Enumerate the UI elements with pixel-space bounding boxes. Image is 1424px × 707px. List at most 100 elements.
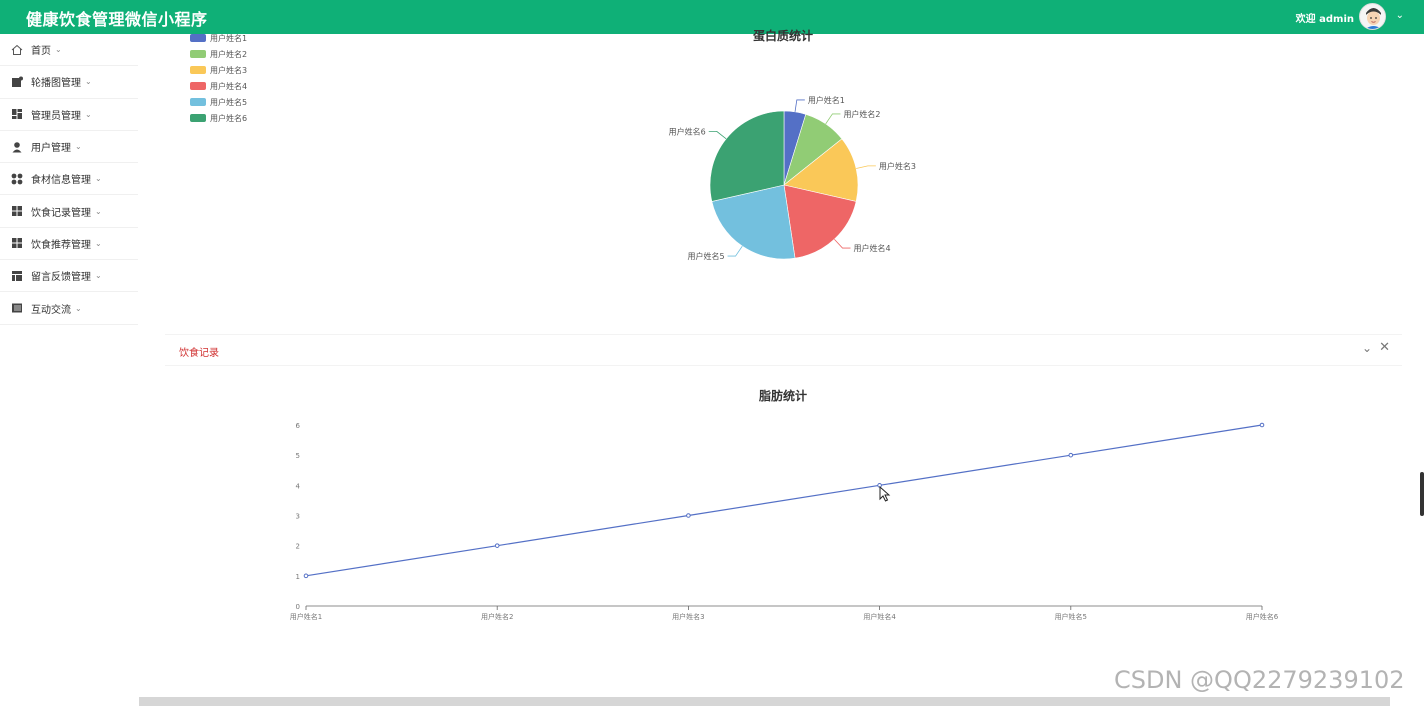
y-tick-label: 0 (296, 603, 300, 611)
legend-label: 用户姓名2 (210, 49, 248, 59)
data-point[interactable] (1068, 452, 1074, 458)
legend-item[interactable]: 用户姓名2 (190, 46, 247, 62)
chevron-down-icon: ⌄ (95, 238, 102, 248)
chevron-down-icon: ⌄ (95, 206, 102, 216)
home-icon (11, 44, 23, 55)
fat-chart-title: 脂肪统计 (759, 389, 808, 403)
legend-swatch (190, 66, 206, 74)
sidebar-item-diet-recommend[interactable]: 饮食推荐管理 ⌄ (0, 228, 138, 261)
y-tick-label: 6 (296, 422, 301, 430)
pie-label-leader (794, 99, 805, 112)
grid-icon (12, 238, 22, 249)
legend-item[interactable]: 用户姓名3 (190, 62, 247, 78)
close-icon[interactable]: ✕ (1379, 340, 1390, 355)
pie-slice-label: 用户姓名6 (669, 126, 706, 136)
pie-label-leader (856, 165, 876, 169)
x-tick-label: 用户姓名1 (290, 612, 322, 621)
legend-item[interactable]: 用户姓名6 (190, 110, 247, 126)
chevron-down-icon: ⌄ (95, 174, 102, 184)
y-tick-label: 1 (296, 573, 300, 581)
collapse-chevron-icon[interactable]: ⌄ (1361, 341, 1372, 355)
x-tick-label: 用户姓名6 (1246, 612, 1279, 621)
sidebar-item-label: 饮食推荐管理 (31, 239, 91, 251)
user-icon (12, 141, 22, 153)
data-point[interactable] (494, 543, 500, 548)
diet-record-panel-header: 饮食记录 ⌄ ✕ (165, 334, 1402, 366)
sidebar-item-label: 食材信息管理 (31, 175, 91, 187)
pie-slice-label: 用户姓名2 (843, 109, 880, 119)
dashboard-icon (12, 109, 22, 120)
legend-label: 用户姓名4 (210, 81, 248, 91)
chevron-down-icon: ⌄ (75, 142, 82, 152)
app-title: 健康饮食管理微信小程序 (26, 10, 208, 29)
pie-slice-label: 用户姓名1 (808, 95, 845, 105)
chevron-down-icon[interactable]: ⌄ (1395, 10, 1404, 21)
legend-item[interactable]: 用户姓名1 (190, 30, 247, 46)
sidebar-item-interaction[interactable]: 互动交流 ⌄ (0, 292, 138, 325)
legend-swatch (190, 34, 206, 42)
pie-slice[interactable] (709, 110, 785, 202)
panel-title: 饮食记录 (179, 348, 219, 359)
chevron-down-icon: ⌄ (85, 77, 92, 87)
data-point[interactable] (303, 573, 309, 579)
pie-slice[interactable] (711, 184, 796, 260)
horizontal-scrollbar[interactable] (139, 697, 1390, 706)
sidebar-item-label: 饮食记录管理 (31, 207, 91, 219)
sidebar-item-home[interactable]: 首页 ⌄ (0, 34, 138, 67)
y-tick-label: 2 (296, 543, 300, 551)
y-tick-label: 5 (296, 452, 300, 460)
grid-dots-icon (11, 173, 23, 185)
data-point[interactable] (686, 513, 691, 518)
pie-label-leader (727, 245, 743, 257)
legend-swatch (190, 82, 206, 90)
welcome-text: 欢迎 admin (1295, 14, 1354, 25)
sidebar-item-users[interactable]: 用户管理 ⌄ (0, 131, 138, 164)
pie-slice[interactable] (783, 184, 857, 259)
pie-slice-label: 用户姓名4 (853, 243, 890, 253)
grid-icon (12, 206, 22, 217)
sidebar-item-carousel[interactable]: 轮播图管理 ⌄ (0, 66, 138, 99)
sidebar-item-label: 轮播图管理 (31, 78, 81, 90)
data-point[interactable] (1259, 422, 1265, 428)
sidebar-item-label: 互动交流 (31, 304, 71, 316)
protein-chart-legend: 用户姓名1 用户姓名2 用户姓名3 用户姓名4 用户姓名5 用户姓名6 (190, 30, 247, 126)
mouse-cursor-icon (879, 486, 891, 502)
sidebar-item-diet-records[interactable]: 饮食记录管理 ⌄ (0, 195, 138, 228)
fat-series-line (305, 424, 1263, 577)
chevron-down-icon: ⌄ (55, 45, 62, 55)
legend-label: 用户姓名1 (210, 33, 248, 43)
x-tick-label: 用户姓名4 (863, 612, 896, 621)
avatar[interactable] (1359, 3, 1386, 30)
sidebar-item-feedback[interactable]: 留言反馈管理 ⌄ (0, 260, 138, 293)
pie-slice-label: 用户姓名3 (879, 161, 916, 171)
vertical-scrollbar-thumb[interactable] (1420, 472, 1424, 516)
legend-item[interactable]: 用户姓名4 (190, 78, 247, 94)
sidebar-item-admins[interactable]: 管理员管理 ⌄ (0, 99, 138, 131)
sidebar-item-label: 留言反馈管理 (31, 272, 91, 284)
legend-item[interactable]: 用户姓名5 (190, 94, 247, 110)
pie-label-leader (834, 238, 851, 249)
y-tick-label: 3 (296, 513, 300, 521)
sidebar-item-label: 用户管理 (31, 143, 71, 155)
book-icon (12, 303, 22, 313)
sidebar: 首页 ⌄ 轮播图管理 ⌄ 管理员管理 ⌄ 用户管理 ⌄ 食材信息管理 ⌄ 饮食记… (0, 34, 138, 325)
avatar-icon (1360, 4, 1385, 29)
legend-label: 用户姓名5 (210, 97, 248, 107)
legend-label: 用户姓名3 (210, 65, 248, 75)
legend-label: 用户姓名6 (210, 113, 248, 123)
pie-label-leader (708, 130, 727, 140)
watermark: CSDN @QQ2279239102 (1114, 666, 1405, 694)
chevron-down-icon: ⌄ (75, 303, 82, 313)
sidebar-item-label: 首页 (31, 46, 51, 58)
sidebar-item-ingredients[interactable]: 食材信息管理 ⌄ (0, 163, 138, 196)
top-bar: 健康饮食管理微信小程序 欢迎 admin ⌄ (0, 0, 1424, 34)
chevron-down-icon: ⌄ (95, 271, 102, 281)
pie-label-leader (825, 113, 841, 125)
legend-swatch (190, 114, 206, 122)
layout-icon (12, 270, 22, 281)
legend-swatch (190, 98, 206, 106)
sidebar-item-label: 管理员管理 (31, 110, 81, 122)
x-tick-label: 用户姓名2 (481, 612, 513, 621)
pie-slice-label: 用户姓名5 (687, 251, 724, 261)
protein-pie-chart: 用户姓名1 用户姓名2 用户姓名3 用户姓名4 用户姓名5 用户姓名6 (669, 95, 916, 261)
